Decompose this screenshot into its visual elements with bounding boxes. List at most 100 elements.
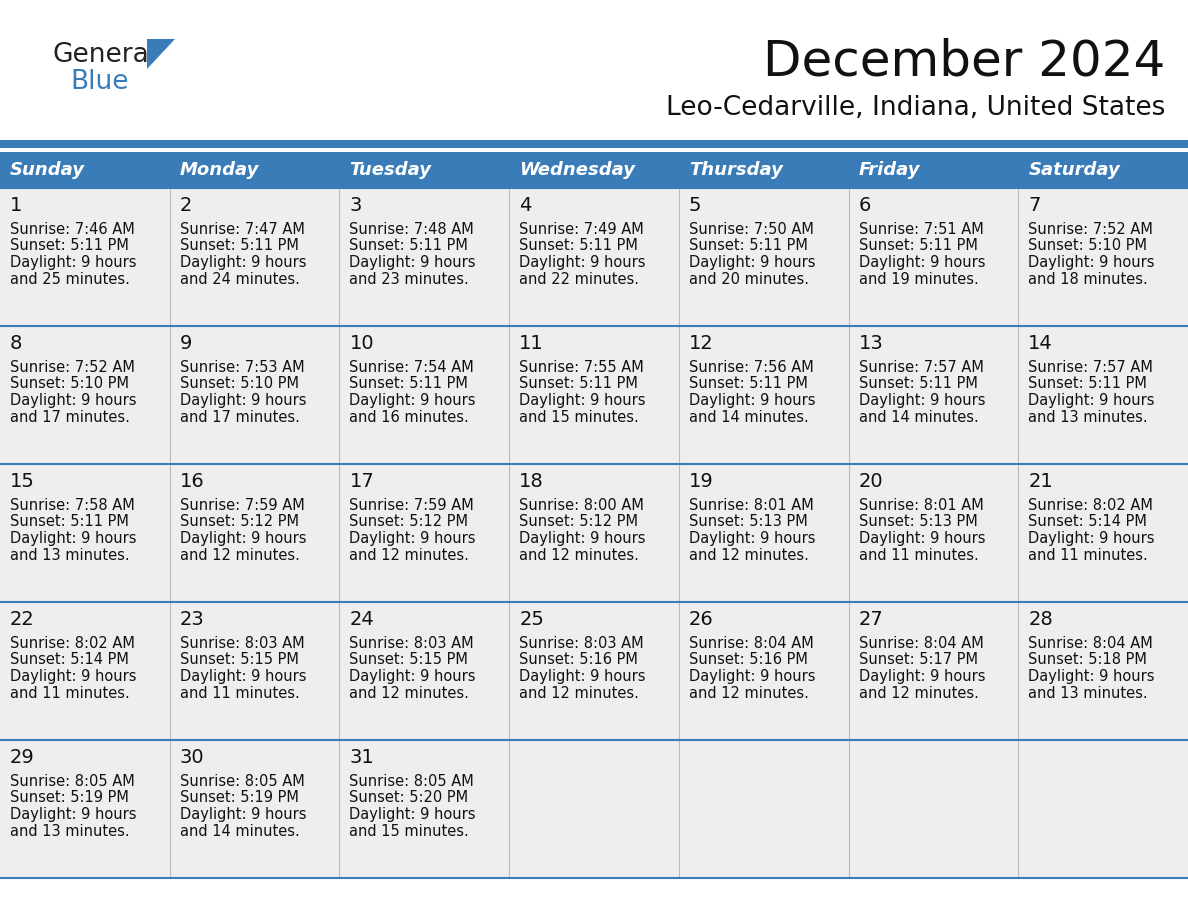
Text: Sunset: 5:11 PM: Sunset: 5:11 PM: [349, 239, 468, 253]
Text: and 17 minutes.: and 17 minutes.: [179, 409, 299, 424]
Text: Sunset: 5:11 PM: Sunset: 5:11 PM: [519, 376, 638, 391]
Text: Sunset: 5:19 PM: Sunset: 5:19 PM: [10, 790, 128, 805]
Text: Sunrise: 8:04 AM: Sunrise: 8:04 AM: [1029, 636, 1154, 651]
Text: Sunrise: 7:47 AM: Sunrise: 7:47 AM: [179, 222, 304, 237]
Text: Daylight: 9 hours: Daylight: 9 hours: [519, 255, 645, 270]
Text: and 12 minutes.: and 12 minutes.: [349, 547, 469, 563]
Text: Sunset: 5:11 PM: Sunset: 5:11 PM: [689, 239, 808, 253]
Text: Sunset: 5:11 PM: Sunset: 5:11 PM: [859, 239, 978, 253]
Text: Daylight: 9 hours: Daylight: 9 hours: [349, 807, 476, 822]
Text: Sunset: 5:12 PM: Sunset: 5:12 PM: [349, 514, 468, 530]
Text: and 25 minutes.: and 25 minutes.: [10, 272, 129, 286]
Text: Daylight: 9 hours: Daylight: 9 hours: [1029, 669, 1155, 684]
Text: Sunrise: 7:58 AM: Sunrise: 7:58 AM: [10, 498, 134, 513]
Text: and 18 minutes.: and 18 minutes.: [1029, 272, 1148, 286]
Text: and 22 minutes.: and 22 minutes.: [519, 272, 639, 286]
Text: and 11 minutes.: and 11 minutes.: [1029, 547, 1148, 563]
Text: Sunset: 5:15 PM: Sunset: 5:15 PM: [349, 653, 468, 667]
Text: Daylight: 9 hours: Daylight: 9 hours: [349, 531, 476, 546]
Text: Sunset: 5:20 PM: Sunset: 5:20 PM: [349, 790, 468, 805]
Text: and 11 minutes.: and 11 minutes.: [179, 686, 299, 700]
Text: and 12 minutes.: and 12 minutes.: [519, 686, 639, 700]
Text: 15: 15: [10, 472, 34, 491]
Text: Daylight: 9 hours: Daylight: 9 hours: [349, 255, 476, 270]
Text: Sunrise: 8:00 AM: Sunrise: 8:00 AM: [519, 498, 644, 513]
Bar: [0, 740, 1188, 878]
Text: General: General: [52, 42, 156, 68]
Text: Sunset: 5:12 PM: Sunset: 5:12 PM: [519, 514, 638, 530]
Text: Sunrise: 8:03 AM: Sunrise: 8:03 AM: [349, 636, 474, 651]
Text: and 13 minutes.: and 13 minutes.: [10, 823, 129, 838]
Text: 19: 19: [689, 472, 714, 491]
Text: Sunset: 5:11 PM: Sunset: 5:11 PM: [689, 376, 808, 391]
Text: and 13 minutes.: and 13 minutes.: [1029, 409, 1148, 424]
Text: Daylight: 9 hours: Daylight: 9 hours: [859, 255, 985, 270]
Bar: [0, 602, 1188, 740]
Text: and 13 minutes.: and 13 minutes.: [1029, 686, 1148, 700]
Text: Sunrise: 8:05 AM: Sunrise: 8:05 AM: [179, 774, 304, 789]
Text: Daylight: 9 hours: Daylight: 9 hours: [349, 393, 476, 408]
Text: Sunrise: 7:55 AM: Sunrise: 7:55 AM: [519, 360, 644, 375]
Text: Sunrise: 7:49 AM: Sunrise: 7:49 AM: [519, 222, 644, 237]
Text: Daylight: 9 hours: Daylight: 9 hours: [179, 669, 307, 684]
Text: Sunrise: 8:02 AM: Sunrise: 8:02 AM: [10, 636, 135, 651]
Text: Sunset: 5:10 PM: Sunset: 5:10 PM: [179, 376, 298, 391]
Text: 31: 31: [349, 748, 374, 767]
Text: Sunrise: 7:48 AM: Sunrise: 7:48 AM: [349, 222, 474, 237]
Text: Daylight: 9 hours: Daylight: 9 hours: [689, 531, 815, 546]
Text: 13: 13: [859, 334, 884, 353]
Text: 28: 28: [1029, 610, 1053, 629]
Text: Sunset: 5:11 PM: Sunset: 5:11 PM: [1029, 376, 1148, 391]
Text: Tuesday: Tuesday: [349, 161, 431, 179]
Text: Daylight: 9 hours: Daylight: 9 hours: [859, 393, 985, 408]
Text: Saturday: Saturday: [1029, 161, 1120, 179]
Text: Sunset: 5:16 PM: Sunset: 5:16 PM: [689, 653, 808, 667]
Text: Monday: Monday: [179, 161, 259, 179]
Text: 21: 21: [1029, 472, 1053, 491]
Text: 26: 26: [689, 610, 714, 629]
Text: Sunset: 5:15 PM: Sunset: 5:15 PM: [179, 653, 298, 667]
Text: Sunrise: 7:46 AM: Sunrise: 7:46 AM: [10, 222, 134, 237]
Text: Sunrise: 8:01 AM: Sunrise: 8:01 AM: [859, 498, 984, 513]
Text: and 12 minutes.: and 12 minutes.: [519, 547, 639, 563]
Text: 17: 17: [349, 472, 374, 491]
Text: Sunrise: 7:53 AM: Sunrise: 7:53 AM: [179, 360, 304, 375]
Text: Leo-Cedarville, Indiana, United States: Leo-Cedarville, Indiana, United States: [665, 95, 1165, 121]
Text: Sunset: 5:13 PM: Sunset: 5:13 PM: [859, 514, 978, 530]
Text: Sunset: 5:11 PM: Sunset: 5:11 PM: [859, 376, 978, 391]
Text: Daylight: 9 hours: Daylight: 9 hours: [859, 531, 985, 546]
Text: and 12 minutes.: and 12 minutes.: [179, 547, 299, 563]
Bar: [0, 464, 1188, 602]
Text: 1: 1: [10, 196, 23, 215]
Text: 18: 18: [519, 472, 544, 491]
Text: and 11 minutes.: and 11 minutes.: [10, 686, 129, 700]
Text: 11: 11: [519, 334, 544, 353]
Text: Sunset: 5:10 PM: Sunset: 5:10 PM: [1029, 239, 1148, 253]
Text: Daylight: 9 hours: Daylight: 9 hours: [689, 393, 815, 408]
Text: Sunrise: 8:05 AM: Sunrise: 8:05 AM: [10, 774, 134, 789]
Text: Wednesday: Wednesday: [519, 161, 636, 179]
Text: Sunset: 5:16 PM: Sunset: 5:16 PM: [519, 653, 638, 667]
Text: 4: 4: [519, 196, 531, 215]
Text: 25: 25: [519, 610, 544, 629]
Text: Daylight: 9 hours: Daylight: 9 hours: [1029, 393, 1155, 408]
Text: 30: 30: [179, 748, 204, 767]
Text: Sunset: 5:11 PM: Sunset: 5:11 PM: [349, 376, 468, 391]
Text: Sunrise: 8:04 AM: Sunrise: 8:04 AM: [689, 636, 814, 651]
Bar: [0, 140, 1188, 148]
Text: and 23 minutes.: and 23 minutes.: [349, 272, 469, 286]
Text: Daylight: 9 hours: Daylight: 9 hours: [10, 531, 137, 546]
Text: 14: 14: [1029, 334, 1053, 353]
Text: Sunrise: 7:51 AM: Sunrise: 7:51 AM: [859, 222, 984, 237]
Text: Sunrise: 8:05 AM: Sunrise: 8:05 AM: [349, 774, 474, 789]
Text: 12: 12: [689, 334, 714, 353]
Text: and 12 minutes.: and 12 minutes.: [689, 686, 809, 700]
Text: Sunset: 5:19 PM: Sunset: 5:19 PM: [179, 790, 298, 805]
Text: Daylight: 9 hours: Daylight: 9 hours: [10, 255, 137, 270]
Text: and 12 minutes.: and 12 minutes.: [349, 686, 469, 700]
Text: 10: 10: [349, 334, 374, 353]
Text: Sunset: 5:14 PM: Sunset: 5:14 PM: [10, 653, 128, 667]
Text: and 14 minutes.: and 14 minutes.: [179, 823, 299, 838]
Text: and 19 minutes.: and 19 minutes.: [859, 272, 979, 286]
Text: and 15 minutes.: and 15 minutes.: [519, 409, 639, 424]
